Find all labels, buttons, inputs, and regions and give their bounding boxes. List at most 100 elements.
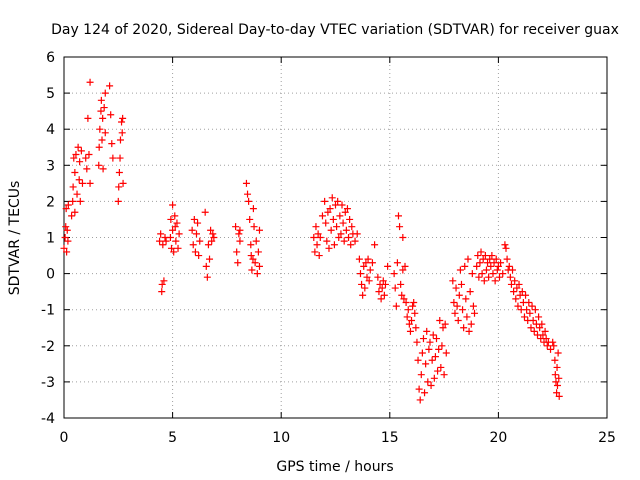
data-point-13 — [71, 208, 79, 216]
data-point-79 — [196, 237, 204, 245]
data-point-225 — [454, 317, 462, 325]
data-point-198 — [419, 335, 427, 343]
data-point-45 — [115, 169, 123, 177]
data-point-112 — [311, 248, 319, 256]
data-point-50 — [119, 114, 127, 122]
data-point-153 — [361, 284, 369, 292]
data-point-151 — [359, 291, 367, 299]
data-point-7 — [64, 201, 72, 209]
data-point-172 — [392, 302, 400, 310]
data-point-61 — [167, 215, 175, 223]
data-point-41 — [108, 140, 116, 148]
data-point-203 — [425, 345, 433, 353]
data-point-23 — [83, 165, 91, 173]
data-point-6 — [64, 237, 72, 245]
data-point-146 — [351, 237, 359, 245]
data-point-30 — [96, 125, 104, 133]
data-point-72 — [188, 226, 196, 234]
data-point-120 — [322, 219, 330, 227]
data-point-115 — [314, 230, 322, 238]
data-point-243 — [475, 273, 483, 281]
data-point-273 — [510, 288, 518, 296]
data-point-238 — [468, 270, 476, 278]
data-point-52 — [156, 237, 164, 245]
data-point-229 — [459, 306, 467, 314]
data-point-60 — [166, 234, 174, 241]
data-point-231 — [461, 262, 469, 270]
x-tick-label: 25 — [598, 430, 616, 446]
data-point-220 — [449, 277, 457, 285]
data-point-293 — [531, 306, 539, 314]
data-point-9 — [69, 197, 77, 205]
data-point-92 — [235, 230, 243, 238]
data-point-38 — [101, 89, 109, 97]
data-point-14 — [72, 150, 80, 158]
data-point-109 — [255, 226, 263, 234]
data-point-204 — [426, 338, 434, 346]
data-point-181 — [401, 262, 409, 270]
data-point-185 — [405, 320, 413, 328]
data-point-263 — [497, 259, 505, 267]
data-point-249 — [481, 252, 489, 260]
data-point-209 — [431, 353, 439, 361]
data-point-245 — [477, 248, 485, 256]
data-point-43 — [114, 197, 122, 205]
data-point-59 — [162, 237, 170, 245]
data-point-201 — [423, 327, 431, 335]
data-point-3 — [62, 205, 70, 213]
data-point-177 — [398, 291, 406, 299]
data-point-105 — [251, 259, 259, 267]
data-point-37 — [101, 129, 109, 137]
x-tick-labels: 0 5 10 15 20 25 — [60, 430, 616, 446]
data-point-212 — [435, 345, 443, 353]
data-point-208 — [430, 374, 438, 382]
data-point-68 — [172, 237, 180, 245]
y-tick-label: -1 — [41, 303, 55, 319]
data-point-170 — [390, 270, 398, 278]
data-point-218 — [441, 320, 449, 328]
data-point-303 — [542, 335, 550, 343]
data-point-126 — [328, 194, 336, 202]
data-point-292 — [530, 327, 538, 335]
data-point-194 — [415, 385, 423, 393]
data-point-130 — [333, 223, 341, 231]
data-point-313 — [553, 363, 561, 371]
data-point-141 — [345, 234, 353, 241]
data-point-310 — [551, 371, 559, 379]
data-point-190 — [411, 309, 419, 317]
x-tick-label: 15 — [381, 430, 399, 446]
data-point-89 — [232, 223, 240, 231]
data-point-199 — [421, 389, 429, 397]
data-point-236 — [466, 288, 474, 296]
data-point-82 — [203, 273, 211, 281]
data-point-283 — [520, 313, 528, 321]
data-point-299 — [538, 320, 546, 328]
data-point-297 — [536, 324, 544, 332]
data-point-154 — [362, 259, 370, 267]
data-point-139 — [342, 226, 350, 234]
data-point-149 — [356, 270, 364, 278]
data-point-205 — [427, 382, 435, 390]
data-point-248 — [480, 277, 488, 285]
data-point-75 — [191, 248, 199, 256]
data-point-123 — [325, 244, 333, 252]
data-point-244 — [476, 259, 484, 267]
data-point-8 — [68, 212, 76, 220]
data-point-15 — [73, 190, 81, 198]
data-point-2 — [62, 223, 70, 231]
data-point-253 — [486, 255, 494, 263]
data-point-174 — [394, 212, 402, 220]
data-point-184 — [404, 306, 412, 314]
data-point-259 — [492, 255, 500, 263]
data-point-278 — [515, 280, 523, 288]
data-point-104 — [250, 223, 258, 231]
data-point-29 — [95, 143, 103, 151]
data-point-27 — [86, 179, 94, 187]
data-point-66 — [171, 212, 179, 220]
data-point-247 — [479, 255, 487, 263]
data-point-285 — [523, 306, 531, 314]
data-point-17 — [75, 176, 83, 184]
y-tick-label: -4 — [41, 411, 55, 427]
data-point-227 — [456, 266, 464, 274]
